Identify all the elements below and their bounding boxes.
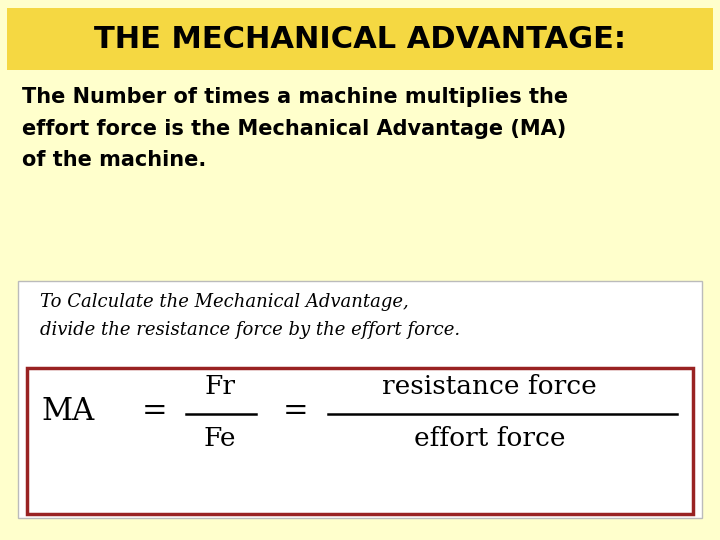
Text: effort force: effort force <box>414 426 565 451</box>
FancyBboxPatch shape <box>7 8 713 70</box>
Text: MA: MA <box>42 396 95 427</box>
Text: =: = <box>142 396 168 427</box>
FancyBboxPatch shape <box>18 281 702 518</box>
Text: THE MECHANICAL ADVANTAGE:: THE MECHANICAL ADVANTAGE: <box>94 25 626 53</box>
Text: To Calculate the Mechanical Advantage,: To Calculate the Mechanical Advantage, <box>40 293 408 312</box>
Text: Fe: Fe <box>203 426 236 451</box>
FancyBboxPatch shape <box>27 368 693 514</box>
Text: of the machine.: of the machine. <box>22 150 206 170</box>
Text: The Number of times a machine multiplies the: The Number of times a machine multiplies… <box>22 87 568 107</box>
Text: =: = <box>282 396 308 427</box>
Text: effort force is the Mechanical Advantage (MA): effort force is the Mechanical Advantage… <box>22 118 566 139</box>
Text: divide the resistance force by the effort force.: divide the resistance force by the effor… <box>40 321 460 340</box>
Text: resistance force: resistance force <box>382 374 597 399</box>
Text: Fr: Fr <box>204 374 235 399</box>
